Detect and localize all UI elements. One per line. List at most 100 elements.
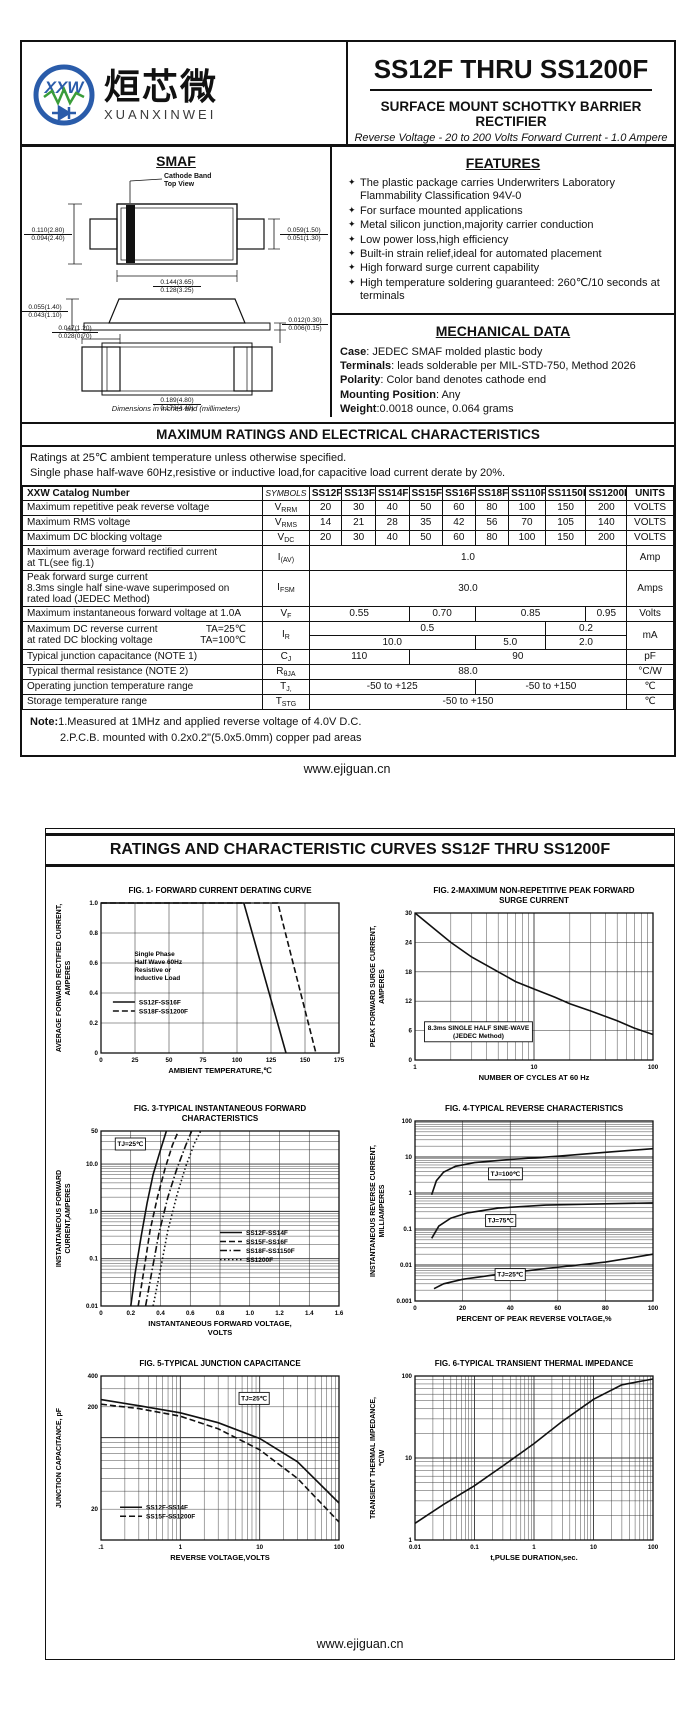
title-block: SS12F THRU SS1200F SURFACE MOUNT SCHOTTK…: [348, 42, 674, 144]
website-link-top[interactable]: www.ejiguan.cn: [303, 762, 391, 776]
condition-line-2: Single phase half-wave 60Hz,resistive or…: [30, 466, 506, 479]
svg-text:TJ=100℃: TJ=100℃: [491, 1170, 521, 1178]
curve-solid: [130, 1130, 168, 1307]
legend-label: SS12F-SS14F: [246, 1230, 288, 1237]
feature-item: The plastic package carries Underwriters…: [348, 177, 666, 204]
curve-dash: [137, 1130, 180, 1307]
svg-text:1: 1: [532, 1544, 536, 1551]
svg-text:Inductive Load: Inductive Load: [134, 975, 180, 982]
svg-text:400: 400: [88, 1373, 99, 1380]
svg-text:FIG. 1- FORWARD CURRENT DERATI: FIG. 1- FORWARD CURRENT DERATING CURVE: [128, 886, 312, 895]
features-heading: FEATURES: [465, 155, 541, 171]
svg-text:100: 100: [232, 1057, 243, 1064]
svg-text:(JEDEC Method): (JEDEC Method): [453, 1033, 504, 1040]
row-label: Operating junction temperature range: [21, 678, 264, 695]
svg-text:100: 100: [402, 1118, 413, 1125]
row-label: Maximum DC blocking voltage: [21, 529, 264, 546]
svg-text:150: 150: [300, 1057, 311, 1064]
company-name-chinese: 烜芯微: [104, 66, 219, 107]
row-symbol: VRRM: [262, 499, 310, 516]
legend-label: SS18F-SS1200F: [139, 1009, 188, 1016]
curve-solid: [100, 1398, 340, 1504]
fig5-junction-capacitance-cell: FIG. 5-TYPICAL JUNCTION CAPACITANCE .1 1 10…: [53, 1354, 353, 1571]
legend-label: SS15F-SS16F: [246, 1239, 288, 1246]
header: XXW 烜芯微 XUANXINWEI SS12F THRU SS1200F SU…: [22, 42, 674, 147]
value-cell: 80: [474, 529, 510, 546]
value-cell: 50: [408, 529, 444, 546]
legend-label: SS12F-SS16F: [139, 1000, 181, 1007]
svg-text:100: 100: [334, 1544, 345, 1551]
fig3-forward-characteristics: FIG. 3-TYPICAL INSTANTANEOUS FORWARDCHAR…: [56, 1104, 344, 1337]
svg-text:20: 20: [459, 1305, 466, 1312]
row-symbol: TJ,: [262, 678, 310, 695]
svg-text:50: 50: [166, 1057, 173, 1064]
svg-text:0.1: 0.1: [470, 1544, 479, 1551]
value-cell: 150: [544, 499, 587, 516]
svg-text:AMPERES: AMPERES: [65, 960, 72, 995]
column-header-ss16f: SS16F: [442, 485, 476, 501]
max-ratings-table: XXW Catalog Number SYMBOLS SS12F SS13F SS14F…: [21, 485, 674, 710]
value-cell: 90: [408, 648, 628, 665]
svg-text:INSTANTANEOUS FORWARD VOLTAGE,: INSTANTANEOUS FORWARD VOLTAGE,: [148, 1319, 291, 1328]
svg-text:PERCENT OF PEAK REVERSE VOLTAG: PERCENT OF PEAK REVERSE VOLTAGE,%: [456, 1314, 611, 1323]
column-header-xxw-catalog-number: XXW Catalog Number: [21, 485, 264, 501]
row-unit: Volts: [626, 605, 674, 622]
cathode-band-callout: Cathode Band Top View: [164, 173, 212, 189]
value-cell: 20: [308, 529, 343, 546]
value-cell: 28: [374, 514, 410, 531]
curve-solid: [101, 902, 287, 1054]
svg-text:Half Wave 60Hz: Half Wave 60Hz: [134, 959, 183, 966]
feature-item: High temperature soldering guaranteed: 2…: [348, 277, 666, 304]
row-unit: mA: [626, 620, 674, 650]
column-header-ss18f: SS18F: [474, 485, 510, 501]
package-outline-drawing: [66, 178, 286, 396]
fig1-forward-current-derating-cell: FIG. 1- FORWARD CURRENT DERATING CURVE 0 2…: [53, 881, 353, 1091]
mechanical-heading: MECHANICAL DATA: [435, 322, 571, 339]
website-link-bottom[interactable]: www.ejiguan.cn: [316, 1637, 404, 1651]
svg-text:INSTANTANEOUS FORWARD: INSTANTANEOUS FORWARD: [56, 1170, 63, 1267]
svg-text:1.4: 1.4: [305, 1310, 314, 1317]
condition-line-1: Ratings at 25℃ ambient temperature unles…: [30, 452, 347, 465]
fig6-transient-thermal-impedance: FIG. 6-TYPICAL TRANSIENT THERMAL IMPEDAN…: [370, 1359, 659, 1562]
svg-text:125: 125: [266, 1057, 277, 1064]
row-label: Typical junction capacitance (NOTE 1): [21, 648, 264, 665]
curve-solid: [430, 1147, 654, 1195]
row-unit: ℃: [626, 678, 674, 695]
value-cell: 100: [508, 529, 546, 546]
svg-text:1.0: 1.0: [89, 900, 98, 907]
row-symbol: IR: [262, 620, 310, 650]
svg-text:TJ=25℃: TJ=25℃: [497, 1271, 524, 1279]
svg-text:TJ=25℃: TJ=25℃: [117, 1140, 144, 1148]
curve-dot: [152, 1130, 202, 1307]
value-cell: 60: [442, 499, 476, 516]
curve-solid: [431, 1202, 654, 1239]
value-cell: -50 to +125: [308, 678, 476, 695]
svg-text:FIG. 3-TYPICAL INSTANTANEOUS F: FIG. 3-TYPICAL INSTANTANEOUS FORWARD: [134, 1104, 307, 1113]
svg-text:INSTANTANEOUS REVERSE CURRENT,: INSTANTANEOUS REVERSE CURRENT,: [370, 1145, 377, 1277]
svg-text:50: 50: [91, 1128, 98, 1135]
value-cell: -50 to +150: [474, 678, 628, 695]
svg-text:.1: .1: [98, 1544, 104, 1551]
value-cell: 2.0: [544, 634, 628, 650]
row-unit: Amp: [626, 544, 674, 571]
brand-block: XXW 烜芯微 XUANXINWEI: [22, 42, 348, 144]
svg-text:MILLIAMPERES: MILLIAMPERES: [379, 1184, 386, 1237]
svg-text:30: 30: [405, 910, 412, 917]
svg-text:75: 75: [200, 1057, 207, 1064]
curve-solid: [433, 1253, 654, 1290]
value-cell: 14: [308, 514, 343, 531]
dim-lead-width: 0.059(1.50) 0.051(1.30): [280, 227, 328, 243]
package-and-features-row: SMAF: [22, 147, 674, 422]
row-symbol: VDC: [262, 529, 310, 546]
value-cell: 0.5: [308, 620, 546, 636]
svg-text:20: 20: [91, 1506, 98, 1513]
svg-text:0: 0: [95, 1050, 99, 1057]
svg-text:80: 80: [602, 1305, 609, 1312]
svg-text:0: 0: [413, 1305, 417, 1312]
row-unit: ℃: [626, 693, 674, 710]
row-symbol: TSTG: [262, 693, 310, 710]
column-header-ss15f: SS15F: [408, 485, 444, 501]
value-cell: 5.0: [474, 634, 546, 650]
svg-text:1.2: 1.2: [275, 1310, 284, 1317]
